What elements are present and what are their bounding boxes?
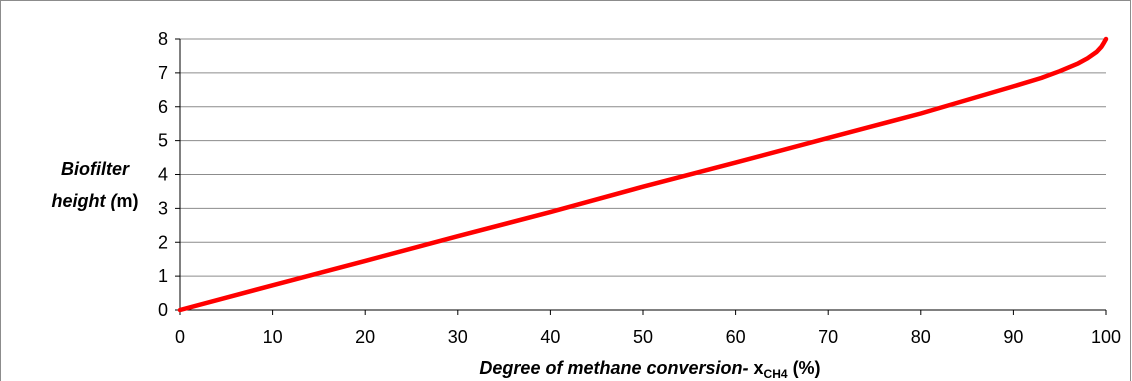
x-axis-label-text: Degree of methane conversion- (479, 358, 749, 378)
y-tick-label: 0 (158, 300, 168, 320)
y-axis-label-paren-close: ) (132, 191, 139, 211)
y-axis-label-height: height (51, 191, 106, 211)
x-axis-label-var: x (753, 358, 764, 378)
series-line (177, 36, 1109, 313)
y-tick-label: 1 (158, 266, 168, 286)
x-tick-label: 80 (911, 327, 931, 347)
y-axis-label-paren-open: ( (105, 191, 117, 211)
x-tick-label: 100 (1091, 327, 1121, 347)
x-tick-label: 70 (818, 327, 838, 347)
y-tick-label: 3 (158, 198, 168, 218)
x-tick-label: 30 (448, 327, 468, 347)
x-tick-label: 60 (726, 327, 746, 347)
x-axis-label-subscript: CH4 (763, 367, 788, 381)
x-tick-label: 40 (540, 327, 560, 347)
x-tick-label: 90 (1003, 327, 1023, 347)
x-axis-label: Degree of methane conversion- xCH4 (%) (380, 358, 920, 381)
y-axis-label-unit: m (116, 191, 133, 211)
y-axis-label-word: Biofilter (60, 159, 129, 179)
y-tick-label: 7 (158, 63, 168, 83)
y-tick-label: 6 (158, 97, 168, 117)
y-tick-label: 5 (158, 131, 168, 151)
y-tick-label: 8 (158, 29, 168, 49)
y-tick-label: 4 (158, 165, 168, 185)
x-tick-label: 0 (175, 327, 185, 347)
y-axis-label-line1: Biofilter (20, 158, 170, 180)
x-axis-label-unit: (%) (792, 358, 821, 378)
x-tick-label: 20 (355, 327, 375, 347)
y-tick-label: 2 (158, 232, 168, 252)
y-axis-label-line2: height (m) (20, 190, 170, 212)
x-tick-label: 10 (263, 327, 283, 347)
x-tick-label: 50 (633, 327, 653, 347)
